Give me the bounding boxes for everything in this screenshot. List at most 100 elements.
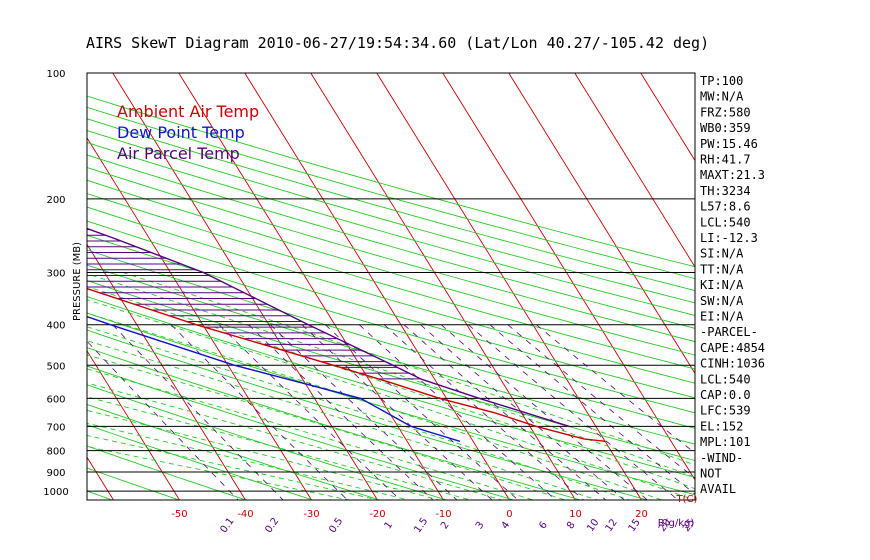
moist-adiabat-line <box>87 286 695 490</box>
mixing-ratio-tick-label: 6 <box>537 520 550 532</box>
background-lines <box>0 73 695 500</box>
mixing-ratio-line <box>489 324 695 495</box>
isotherm-line <box>310 73 576 500</box>
dry-adiabat-line <box>87 424 314 500</box>
index-label: -PARCEL- <box>700 325 758 339</box>
moist-adiabat-line <box>87 299 695 500</box>
moist-adiabat-line <box>87 422 409 500</box>
index-label: CINH:1036 <box>700 357 765 371</box>
dry-adiabat-line <box>87 220 695 399</box>
mixing-ratio-line <box>270 324 458 500</box>
pressure-tick-label: 1000 <box>43 487 68 498</box>
moist-adiabat-line <box>87 326 630 500</box>
isotherm-line <box>574 73 695 268</box>
moist-adiabat-line <box>87 354 566 500</box>
index-label: CAPE:4854 <box>700 341 765 355</box>
index-label: MAXT:21.3 <box>700 168 765 182</box>
dry-adiabat-line <box>87 264 695 445</box>
mixing-ratio-tick-label: 4 <box>500 520 513 532</box>
index-label: MW:N/A <box>700 90 744 104</box>
mixing-ratio-line <box>358 324 557 500</box>
legend-entry: Air Parcel Temp <box>117 144 240 163</box>
index-label: LCL:540 <box>700 372 751 386</box>
bottom-temp-tick-label: -30 <box>303 509 319 520</box>
index-label: EL:152 <box>700 419 743 433</box>
bottom-temp-tick-label: -10 <box>435 509 451 520</box>
dry-adiabat-line <box>87 467 180 500</box>
dry-adiabat-line <box>87 193 695 370</box>
index-label: LI:-12.3 <box>700 231 758 245</box>
bottom-temp-tick-label: -50 <box>171 509 187 520</box>
isotherm-line <box>112 73 378 500</box>
dry-adiabat-line <box>87 403 381 500</box>
mixing-ratio-tick-label: 1 <box>383 520 396 532</box>
mixing-ratio-line <box>170 324 348 500</box>
cape-hatch <box>87 228 421 380</box>
dry-adiabat-line <box>87 234 695 414</box>
mixing-ratio-line <box>87 340 239 500</box>
dry-adiabat-line <box>87 249 695 429</box>
chart-title: AIRS SkewT Diagram 2010-06-27/19:54:34.6… <box>86 34 710 52</box>
isotherm-line <box>640 73 695 162</box>
pressure-axis-label: PRESSURE (MB) <box>72 242 83 321</box>
index-label: CAP:0.0 <box>700 388 751 402</box>
isotherm-line <box>508 73 695 375</box>
mixing-ratio-tick-label: 8 <box>565 520 578 532</box>
moist-adiabat-line <box>87 382 502 500</box>
dry-adiabat-line <box>87 384 447 500</box>
dry-adiabat-line <box>0 73 45 500</box>
parcel-profile-line <box>87 227 570 428</box>
pressure-tick-label: 500 <box>46 361 65 372</box>
mixing-ratio-tick-label: 1.5 <box>412 516 430 535</box>
index-label: LFC:539 <box>700 404 751 418</box>
mixing-ratio-line <box>468 324 679 500</box>
index-label: MPL:101 <box>700 435 751 449</box>
bottom-temp-tick-label: 0 <box>506 509 512 520</box>
mixing-ratio-line <box>248 324 434 500</box>
dewpoint-profile-line <box>87 315 461 442</box>
mixing-ratio-tick-label: 3 <box>474 520 487 532</box>
isotherm-line <box>376 73 642 500</box>
mixing-ratio-line <box>218 324 401 500</box>
mixing-ratio-tick-label: 0.5 <box>327 516 345 535</box>
dry-adiabat-line <box>87 445 247 500</box>
isotherm-line <box>0 73 47 500</box>
index-label: TT:N/A <box>700 262 744 276</box>
mixing-ratio-line <box>301 324 493 500</box>
index-label: RH:41.7 <box>700 153 751 167</box>
isotherm-line <box>244 73 510 500</box>
moist-adiabat-line <box>87 396 471 500</box>
ambient-profile-line <box>87 287 606 442</box>
index-label: KI:N/A <box>700 278 744 292</box>
legend: Ambient Air Temp Dew Point Temp Air Parcel… <box>117 102 259 163</box>
mixing-ratio-line <box>507 324 695 479</box>
dry-adiabat-line <box>87 106 695 280</box>
mixing-ratio-tick-label: 12 <box>604 517 620 534</box>
pressure-tick-label: 600 <box>46 394 65 405</box>
mixing-ratio-line <box>536 324 695 454</box>
isotherm-line <box>442 73 695 481</box>
moist-adiabat-line <box>87 340 598 500</box>
dry-adiabat-line <box>87 154 695 329</box>
pressure-tick-label: 400 <box>46 321 65 332</box>
bottom-temp-tick-label: 20 <box>635 509 648 520</box>
dry-adiabat-line <box>87 365 514 500</box>
index-label: SW:N/A <box>700 294 744 308</box>
moist-adiabat-line <box>122 272 695 466</box>
mixing-ratio-tick-label: 10 <box>585 517 601 534</box>
profile-lines <box>87 227 606 442</box>
dry-adiabat-line <box>87 142 695 316</box>
dry-adiabat-line <box>87 296 695 478</box>
moist-adiabat-line <box>87 368 534 500</box>
dry-adiabat-line <box>87 347 581 500</box>
axes: 1002003004005006007008009001000PRESSURE … <box>43 69 697 535</box>
pressure-tick-label: 800 <box>46 447 65 458</box>
index-label: LCL:540 <box>700 215 751 229</box>
index-label: WB0:359 <box>700 121 751 135</box>
pressure-tick-label: 900 <box>46 468 65 479</box>
mixing-ratio-line <box>383 324 584 500</box>
moist-adiabat-line <box>87 409 440 500</box>
index-label: FRZ:580 <box>700 105 751 119</box>
